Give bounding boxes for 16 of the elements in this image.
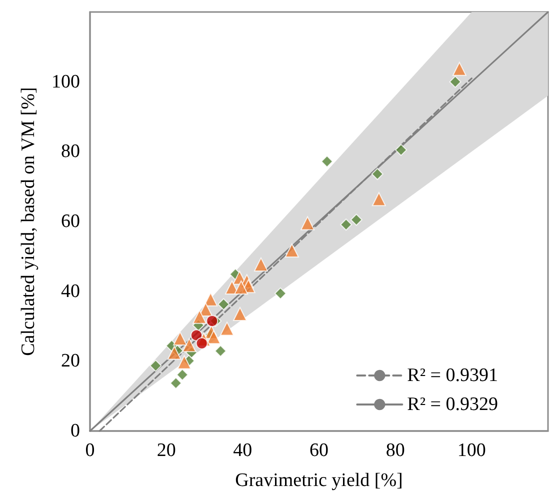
- x-tick-label: 100: [457, 440, 486, 461]
- y-tick-label: 0: [70, 420, 80, 442]
- x-tick-label: 80: [386, 440, 405, 461]
- x-tick-label: 40: [233, 440, 252, 461]
- x-tick-label: 0: [85, 440, 95, 461]
- y-tick-label: 40: [61, 280, 80, 302]
- x-axis-title: Gravimetric yield [%]: [235, 470, 403, 491]
- legend-label: R² = 0.9391: [407, 365, 498, 386]
- x-tick-label: 20: [156, 440, 176, 461]
- y-tick-label: 60: [61, 211, 80, 232]
- y-axis-title: Calculated yield, based on VM [%]: [18, 87, 39, 356]
- y-tick-label: 20: [61, 350, 80, 372]
- y-tick-label: 80: [61, 141, 80, 162]
- y-tick-label: 100: [52, 71, 80, 92]
- legend-label: R² = 0.9329: [407, 394, 498, 415]
- x-tick-label: 60: [310, 440, 328, 461]
